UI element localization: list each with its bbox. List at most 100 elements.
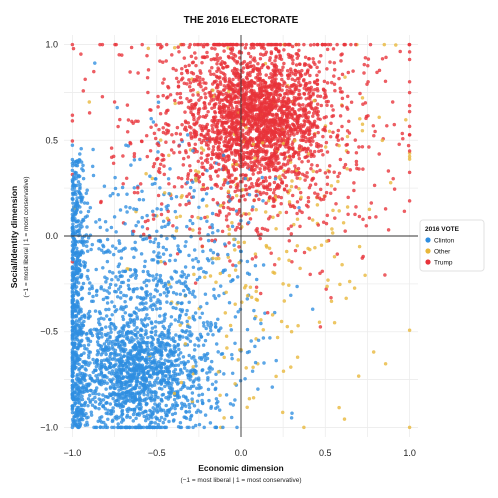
point-trump — [340, 72, 345, 77]
point-other — [264, 243, 269, 248]
point-clinton — [171, 290, 176, 295]
point-trump — [145, 154, 150, 159]
point-trump — [258, 130, 263, 135]
point-trump — [200, 161, 205, 165]
point-trump — [248, 64, 253, 69]
point-trump — [172, 185, 177, 189]
point-trump — [328, 42, 333, 47]
point-clinton — [182, 363, 187, 367]
point-trump — [294, 63, 299, 67]
point-other — [284, 249, 289, 254]
point-trump — [180, 76, 185, 80]
point-other — [144, 171, 148, 176]
point-trump — [217, 67, 221, 72]
point-clinton — [107, 291, 111, 295]
point-trump — [244, 187, 249, 192]
point-other — [302, 425, 306, 430]
point-other — [232, 237, 236, 242]
point-clinton — [197, 422, 202, 427]
point-trump — [226, 158, 230, 162]
point-trump — [162, 77, 166, 81]
point-clinton — [163, 224, 167, 229]
point-other — [230, 220, 234, 225]
point-trump — [146, 68, 151, 72]
point-trump — [189, 110, 193, 115]
point-clinton — [254, 277, 259, 282]
point-clinton — [194, 256, 198, 261]
point-trump — [227, 212, 231, 216]
point-clinton — [127, 287, 131, 291]
point-clinton — [194, 386, 199, 391]
point-trump — [300, 160, 304, 164]
point-trump — [260, 100, 264, 104]
point-clinton — [104, 387, 108, 391]
point-clinton — [190, 292, 195, 297]
point-other — [344, 296, 348, 301]
point-clinton — [160, 393, 165, 397]
point-trump — [259, 163, 264, 167]
point-trump — [136, 71, 140, 75]
point-trump — [246, 62, 250, 66]
point-clinton — [203, 292, 208, 296]
point-trump — [190, 214, 194, 219]
point-clinton — [153, 389, 157, 394]
point-trump — [293, 73, 298, 77]
point-other — [125, 267, 129, 271]
point-trump — [195, 42, 200, 47]
point-clinton — [90, 284, 94, 288]
point-other — [299, 195, 303, 200]
point-trump — [256, 171, 261, 175]
point-other — [162, 191, 167, 195]
point-clinton — [167, 419, 171, 424]
point-other — [377, 115, 381, 120]
point-other — [245, 405, 249, 410]
point-trump — [332, 170, 336, 174]
point-trump — [176, 176, 181, 180]
point-clinton — [150, 258, 154, 262]
point-trump — [297, 62, 302, 66]
point-trump — [363, 56, 368, 60]
point-clinton — [113, 399, 117, 404]
point-clinton — [135, 325, 139, 330]
point-trump — [270, 61, 274, 66]
point-clinton — [122, 323, 126, 328]
point-trump — [154, 157, 159, 162]
point-trump — [233, 189, 237, 194]
point-other — [255, 298, 260, 302]
point-other — [357, 244, 362, 249]
point-other — [326, 278, 330, 282]
point-trump — [170, 53, 174, 57]
point-other — [242, 240, 247, 245]
point-trump — [185, 177, 190, 181]
point-clinton — [150, 340, 154, 345]
point-clinton — [162, 326, 167, 331]
point-trump — [199, 84, 203, 89]
point-trump — [290, 170, 294, 174]
point-clinton — [186, 273, 191, 278]
point-clinton — [180, 328, 184, 333]
point-trump — [306, 199, 311, 204]
point-clinton — [289, 293, 293, 298]
point-trump — [176, 80, 181, 84]
point-other — [217, 256, 221, 261]
point-clinton — [126, 283, 131, 288]
point-clinton — [102, 184, 107, 188]
point-trump — [70, 119, 75, 123]
point-clinton — [110, 244, 115, 248]
point-clinton — [164, 247, 169, 252]
point-clinton — [133, 328, 137, 332]
point-clinton — [166, 377, 171, 381]
point-clinton — [121, 359, 125, 364]
point-clinton — [200, 368, 204, 373]
point-clinton — [114, 368, 118, 372]
point-trump — [354, 159, 359, 164]
point-trump — [241, 66, 246, 70]
point-clinton — [76, 219, 80, 224]
point-trump — [268, 123, 273, 127]
point-clinton — [135, 295, 140, 299]
point-other — [289, 365, 293, 369]
point-clinton — [70, 396, 75, 400]
point-clinton — [81, 168, 85, 173]
point-trump — [338, 157, 343, 162]
